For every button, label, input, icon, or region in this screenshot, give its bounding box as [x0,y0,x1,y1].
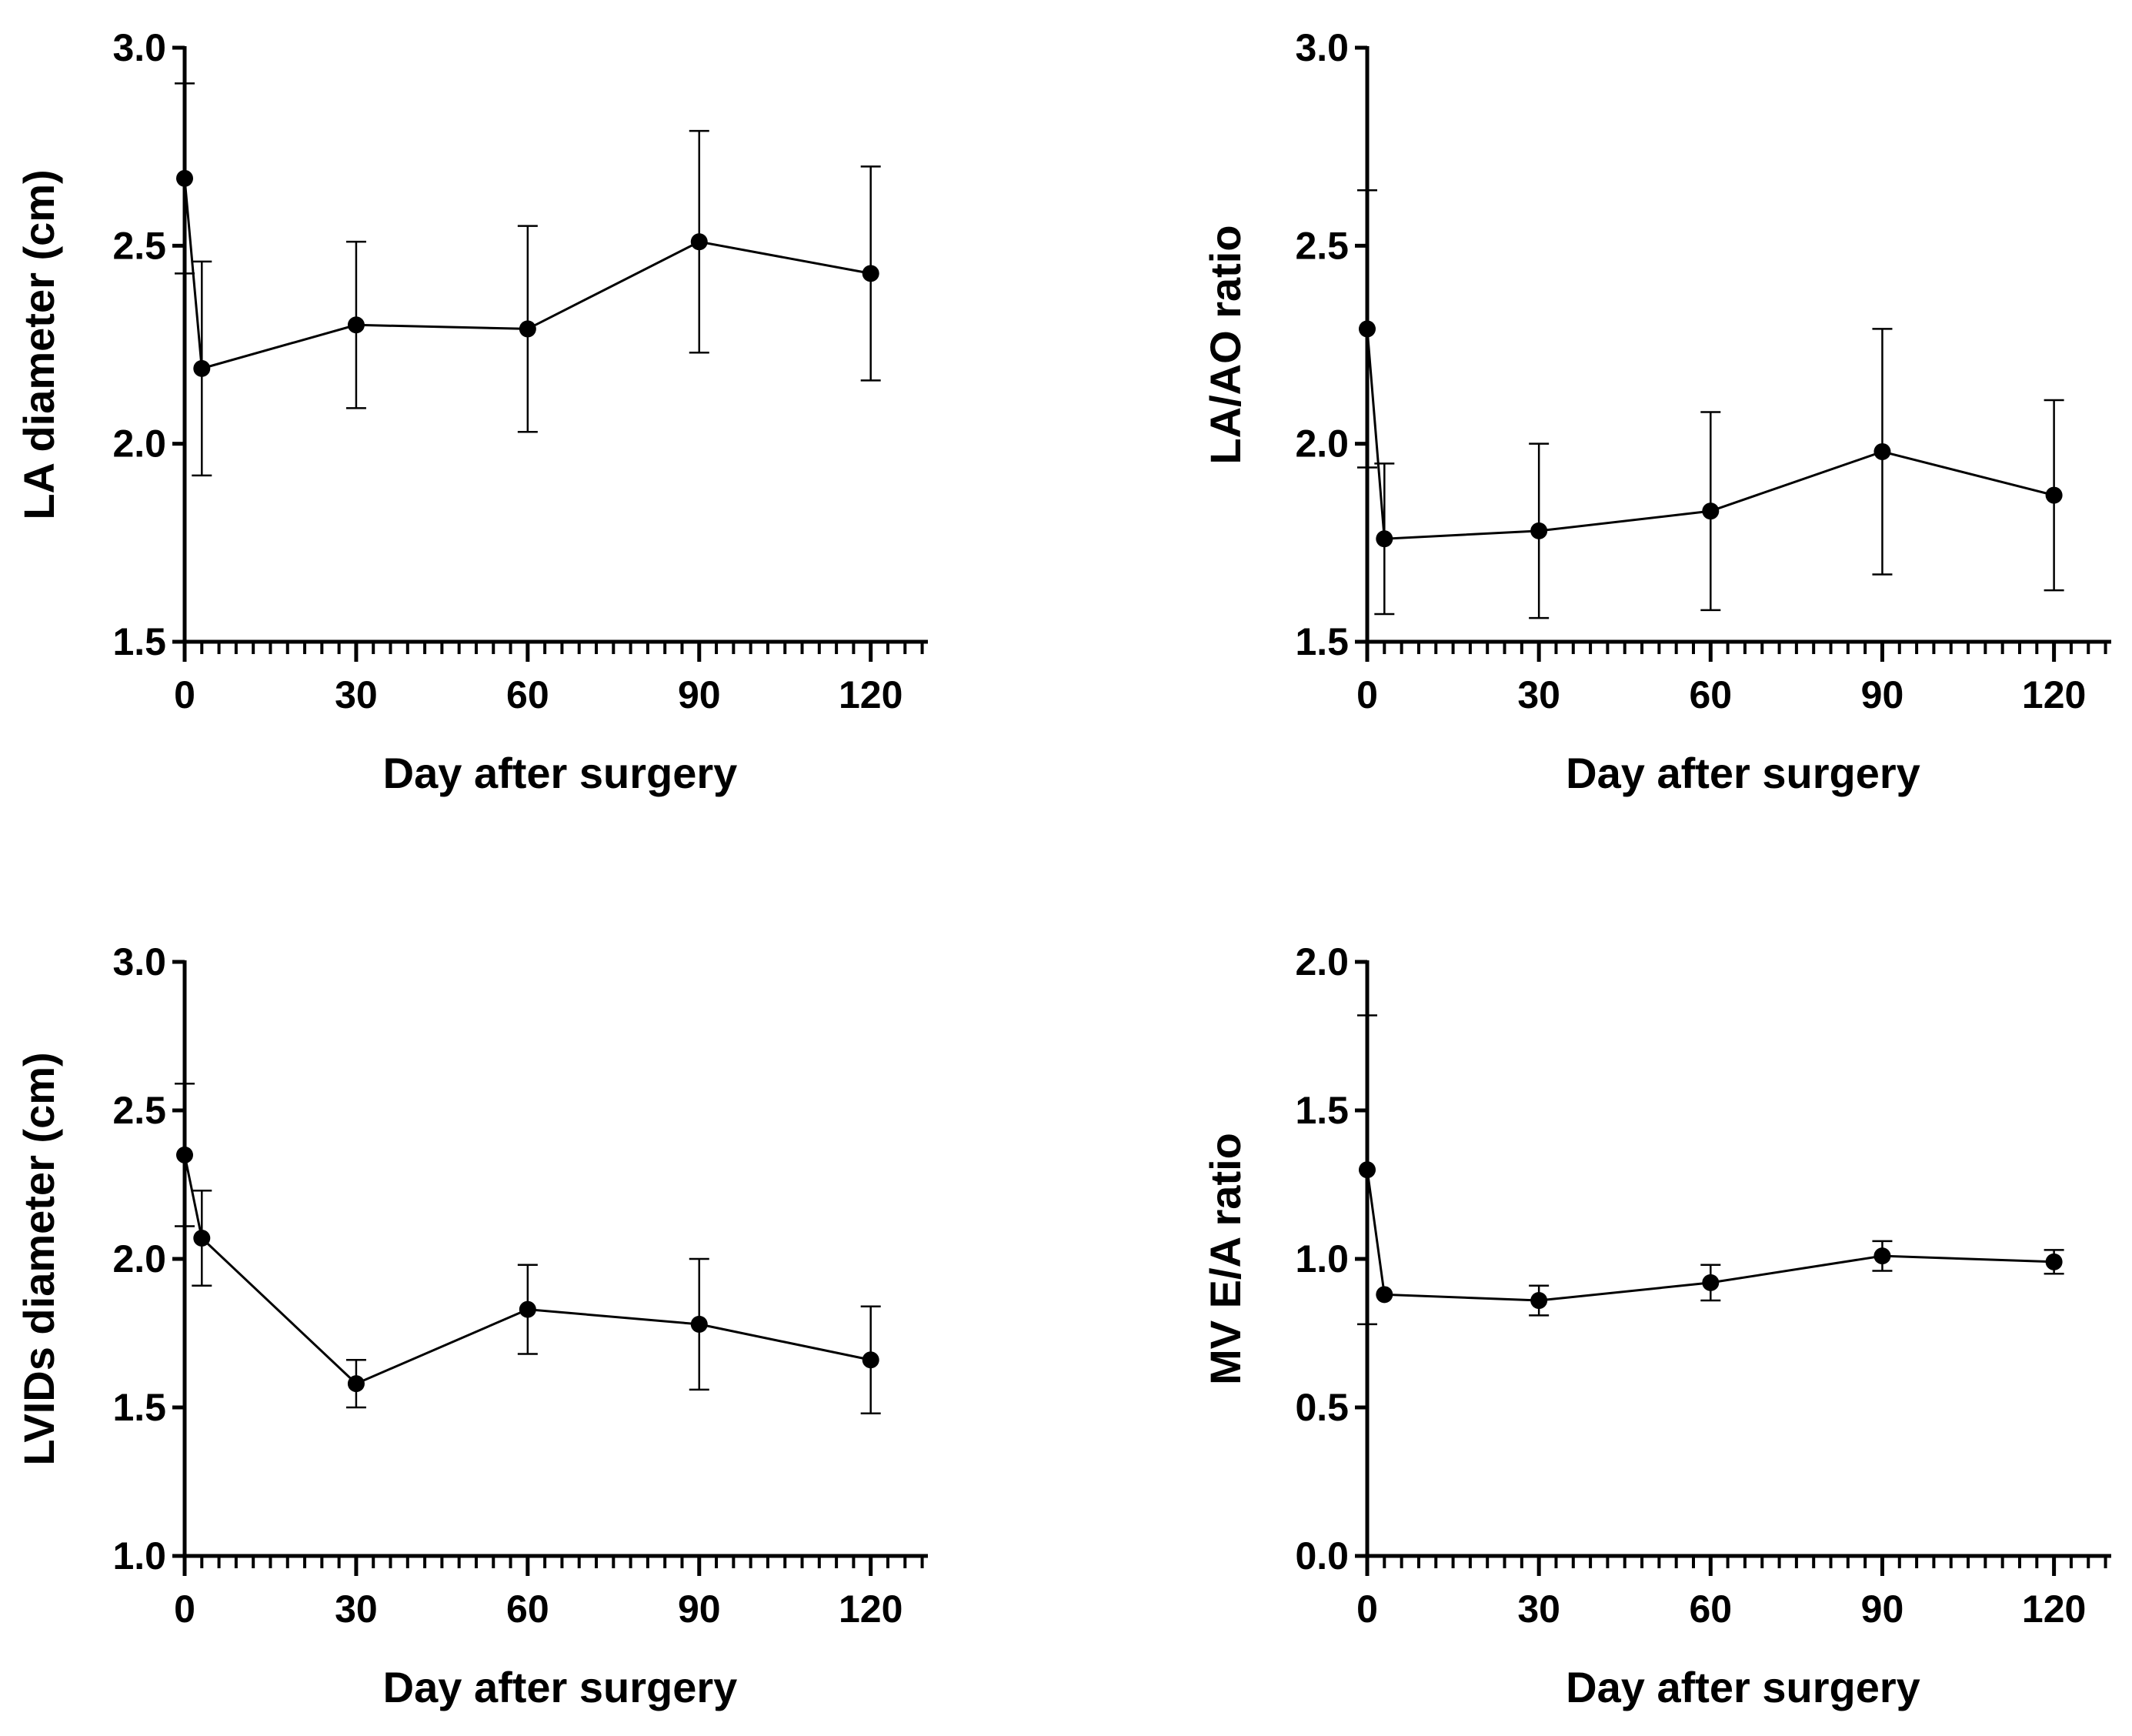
y-tick-label: 3.0 [112,940,166,983]
x-tick-label: 0 [1356,673,1378,716]
data-point [347,316,365,334]
x-axis-label: Day after surgery [1566,1663,1920,1711]
data-point [862,265,879,282]
data-point [1530,1292,1548,1310]
data-point [519,1300,536,1318]
data-point [176,1146,193,1163]
y-tick-label: 2.5 [112,224,166,267]
y-tick-label: 1.5 [112,1386,166,1429]
y-tick-label: 3.0 [112,26,166,69]
series-line [183,1154,871,1385]
y-axis-label: LVIDs diameter (cm) [15,1052,63,1465]
panel-lvids-diameter: 1.0 1.5 2.0 2.5 3.0 0 30 60 90 120 Day after surge… [15,940,928,1711]
panel-mv-ea-ratio: 0.0 0.5 1.0 1.5 2.0 0 30 60 90 120 Day after surge… [1201,940,2111,1711]
y-tick-label: 2.0 [112,1237,166,1280]
x-axis-label: Day after surgery [383,1663,738,1711]
x-tick-label: 0 [174,673,195,716]
x-tick-label: 120 [2022,673,2086,716]
series-line [1366,1169,2054,1302]
data-point [1702,1274,1720,1291]
y-tick-label: 1.0 [1295,1237,1349,1280]
data-point [1376,530,1393,548]
y-tick-label: 0.0 [1295,1534,1349,1577]
y-tick-label: 2.5 [1295,224,1349,267]
x-tick-label: 120 [839,673,903,716]
y-axis-label: LA/AO ratio [1201,225,1250,464]
y-tick-label: 3.0 [1295,26,1349,69]
y-axis-label: LA diameter (cm) [15,169,63,519]
data-point [690,1315,708,1333]
x-tick-label: 90 [678,1587,721,1631]
data-point [519,320,536,338]
data-point [1530,522,1548,539]
x-tick-label: 30 [335,673,378,716]
x-tick-label: 30 [1517,673,1560,716]
y-axis-label: MV E/A ratio [1201,1133,1250,1385]
y-tick-label: 1.5 [1295,1089,1349,1132]
x-axis-label: Day after surgery [383,749,738,797]
x-tick-label: 60 [1689,673,1732,716]
y-tick-label: 1.5 [1295,620,1349,663]
x-tick-label: 30 [1517,1587,1560,1631]
x-tick-label: 90 [678,673,721,716]
data-point [2045,1253,2063,1270]
data-point [1359,320,1376,338]
y-tick-label: 2.0 [1295,940,1349,983]
y-tick-label: 2.5 [112,1089,166,1132]
series-line [1366,329,2054,540]
panel-la-diameter: 1.5 2.0 2.5 3.0 0 30 60 90 120 Day after surgery L… [15,26,928,797]
data-point [690,233,708,251]
x-tick-label: 30 [335,1587,378,1631]
x-tick-label: 90 [1861,1587,1904,1631]
x-tick-label: 120 [839,1587,903,1631]
data-point [176,169,193,187]
data-point [1702,502,1720,520]
x-tick-label: 120 [2022,1587,2086,1631]
x-axis-label: Day after surgery [1566,749,1920,797]
data-point [862,1351,879,1369]
x-tick-label: 90 [1861,673,1904,716]
y-tick-label: 0.5 [1295,1386,1349,1429]
x-tick-label: 0 [1356,1587,1378,1631]
data-point [1376,1286,1393,1304]
x-tick-label: 60 [506,673,549,716]
data-point [193,359,211,377]
data-point [347,1375,365,1393]
panel-la-ao-ratio: 1.5 2.0 2.5 3.0 0 30 60 90 120 Day after surgery L… [1201,26,2111,797]
y-tick-label: 2.0 [112,422,166,466]
data-point [1873,442,1891,460]
series-line [183,178,871,370]
data-point [1873,1247,1891,1265]
data-point [2045,486,2063,504]
y-tick-label: 1.5 [112,620,166,663]
data-point [1359,1161,1376,1179]
x-tick-label: 60 [1689,1587,1732,1631]
x-tick-label: 0 [174,1587,195,1631]
data-point [193,1229,211,1247]
y-tick-label: 1.0 [112,1534,166,1577]
x-tick-label: 60 [506,1587,549,1631]
y-tick-label: 2.0 [1295,422,1349,466]
